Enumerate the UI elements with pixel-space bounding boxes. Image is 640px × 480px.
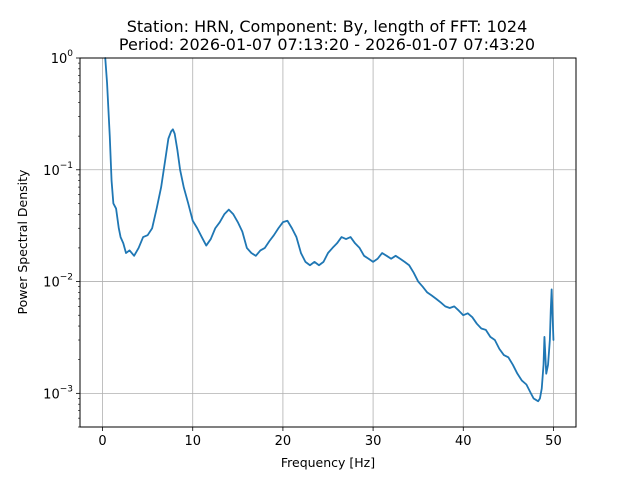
x-tick-label: 10 — [184, 434, 201, 449]
y-tick-label: 100 — [51, 49, 74, 67]
y-axis: 10−3 10−2 10−1 100 — [43, 49, 80, 428]
y-tick-label: 10−2 — [43, 273, 73, 291]
y-tick-label: 10−1 — [43, 161, 73, 179]
x-tick-label: 50 — [545, 434, 562, 449]
y-axis-label: Power Spectral Density — [15, 169, 30, 314]
plot-frame — [79, 57, 577, 428]
x-tick-label: 40 — [455, 434, 472, 449]
series-line — [104, 57, 555, 403]
x-tick-label: 30 — [365, 434, 382, 449]
x-tick-label: 20 — [275, 434, 292, 449]
x-tick-label: 0 — [98, 434, 106, 449]
chart-subtitle: Period: 2026-01-07 07:13:20 - 2026-01-07… — [119, 35, 535, 54]
x-axis: 0 10 20 30 40 50 — [98, 427, 562, 449]
x-axis-label: Frequency [Hz] — [281, 455, 375, 470]
y-tick-label: 10−3 — [43, 384, 73, 402]
chart-title: Station: HRN, Component: By, length of F… — [127, 17, 528, 36]
